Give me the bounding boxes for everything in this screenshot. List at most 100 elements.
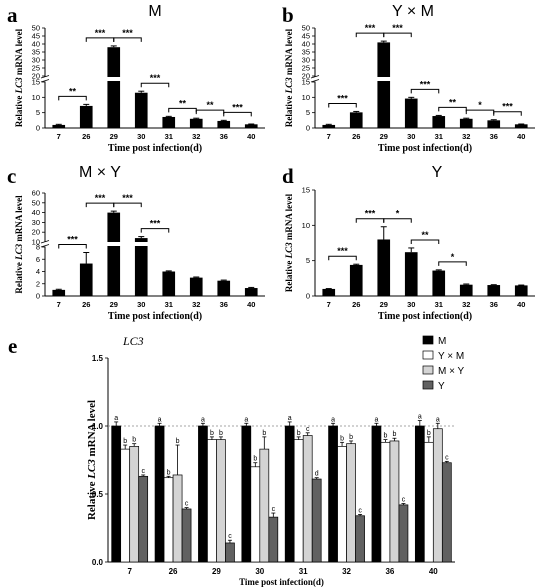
bar xyxy=(198,425,208,563)
y-axis-title: Relative LC3 mRNA level xyxy=(14,28,24,127)
x-tick-label: 32 xyxy=(342,567,351,576)
bar xyxy=(52,289,66,296)
bar xyxy=(404,98,418,128)
y-tick-label: 15 xyxy=(32,78,40,87)
x-tick-label: 7 xyxy=(57,300,61,309)
x-axis-title: Time post infection(d) xyxy=(378,143,472,154)
y-tick-label: 40 xyxy=(302,40,310,49)
significance-bracket xyxy=(328,255,357,261)
x-tick-label: 36 xyxy=(490,300,498,309)
x-tick-label: 29 xyxy=(380,300,388,309)
y-tick-label: 0 xyxy=(36,124,40,133)
significance-label: ** xyxy=(69,86,77,96)
axis-break-mark xyxy=(310,75,320,79)
y-tick-label: 40 xyxy=(32,40,40,49)
significance-bracket xyxy=(58,244,87,249)
significance-bracket xyxy=(410,88,440,94)
significance-letter: b xyxy=(253,456,257,463)
bar-break-band xyxy=(376,77,392,81)
x-tick-label: 40 xyxy=(247,300,255,309)
significance-bracket xyxy=(140,82,170,88)
x-tick-label: 30 xyxy=(407,132,415,141)
y-axis-title: Relative LC3 mRNA level xyxy=(284,193,294,292)
significance-bracket xyxy=(438,106,467,112)
bar xyxy=(162,116,176,128)
x-tick-label: 7 xyxy=(327,132,331,141)
x-axis-title: Time post infection(d) xyxy=(239,577,324,587)
x-tick-label: 26 xyxy=(352,300,360,309)
bar xyxy=(377,42,391,128)
significance-label: *** xyxy=(337,93,348,103)
significance-bracket xyxy=(355,32,385,38)
x-tick-label: 32 xyxy=(462,300,470,309)
axis-break-gap xyxy=(41,241,49,247)
significance-bracket xyxy=(383,218,412,223)
significance-bracket xyxy=(223,111,252,117)
bar xyxy=(377,239,391,296)
y-tick-label: 60 xyxy=(32,189,40,198)
bar xyxy=(162,271,176,296)
panel-letter-b: b xyxy=(282,3,294,27)
panel-letter-c: c xyxy=(7,164,16,188)
significance-letter: b xyxy=(383,433,387,440)
panel-letter-e: e xyxy=(8,334,17,358)
significance-letter: a xyxy=(374,416,378,423)
bar xyxy=(459,118,473,128)
bar-break-band xyxy=(106,242,122,246)
bar xyxy=(217,120,231,128)
x-tick-label: 29 xyxy=(110,132,118,141)
significance-letter: c xyxy=(402,497,406,504)
bar xyxy=(423,441,434,563)
y-axis-title: Relative LC3 mRNA level xyxy=(86,400,98,520)
x-tick-label: 40 xyxy=(517,300,525,309)
significance-label: *** xyxy=(122,28,133,38)
significance-label: *** xyxy=(392,23,403,33)
y-tick-label: 10 xyxy=(32,93,40,102)
y-tick-label: 20 xyxy=(32,72,40,81)
significance-bracket xyxy=(195,109,225,115)
x-tick-label: 31 xyxy=(165,300,173,309)
y-tick-label: 25 xyxy=(302,64,310,73)
legend-swatch xyxy=(422,350,434,360)
bar xyxy=(189,118,203,128)
significance-bracket xyxy=(113,37,142,42)
significance-letter: a xyxy=(288,415,292,422)
bar xyxy=(514,124,528,128)
x-tick-label: 30 xyxy=(407,300,415,309)
significance-letter: b xyxy=(340,435,344,442)
significance-letter: b xyxy=(167,469,171,476)
legend-label: M xyxy=(438,336,446,347)
y-tick-label: 20 xyxy=(32,228,40,237)
bar xyxy=(432,270,446,296)
bar xyxy=(259,448,270,563)
x-tick-label: 36 xyxy=(220,132,228,141)
significance-letter: a xyxy=(201,416,205,423)
bar xyxy=(172,474,183,563)
significance-bracket xyxy=(85,37,115,42)
x-tick-label: 29 xyxy=(380,132,388,141)
y-tick-label: 8 xyxy=(36,243,40,252)
legend-swatch xyxy=(422,380,434,390)
bar xyxy=(181,508,192,563)
significance-letter: d xyxy=(315,471,319,478)
significance-bracket xyxy=(410,239,440,244)
y-tick-label: 5 xyxy=(306,108,310,117)
significance-letter: b xyxy=(210,430,214,437)
y-tick-label: 30 xyxy=(32,218,40,227)
bar xyxy=(414,425,425,563)
y-tick-label: 0 xyxy=(306,124,310,133)
x-axis-title: Time post infection(d) xyxy=(108,311,202,322)
bar xyxy=(111,425,122,563)
significance-letter: c xyxy=(445,454,449,461)
significance-letter: b xyxy=(262,430,266,437)
x-axis-title: Time post infection(d) xyxy=(108,143,202,154)
y-tick-label: 20 xyxy=(302,72,310,81)
y-tick-label: 35 xyxy=(32,48,40,57)
significance-letter: c xyxy=(228,533,232,540)
bar xyxy=(79,105,93,128)
x-tick-label: 31 xyxy=(435,300,443,309)
panel-title-a: M xyxy=(148,3,161,20)
